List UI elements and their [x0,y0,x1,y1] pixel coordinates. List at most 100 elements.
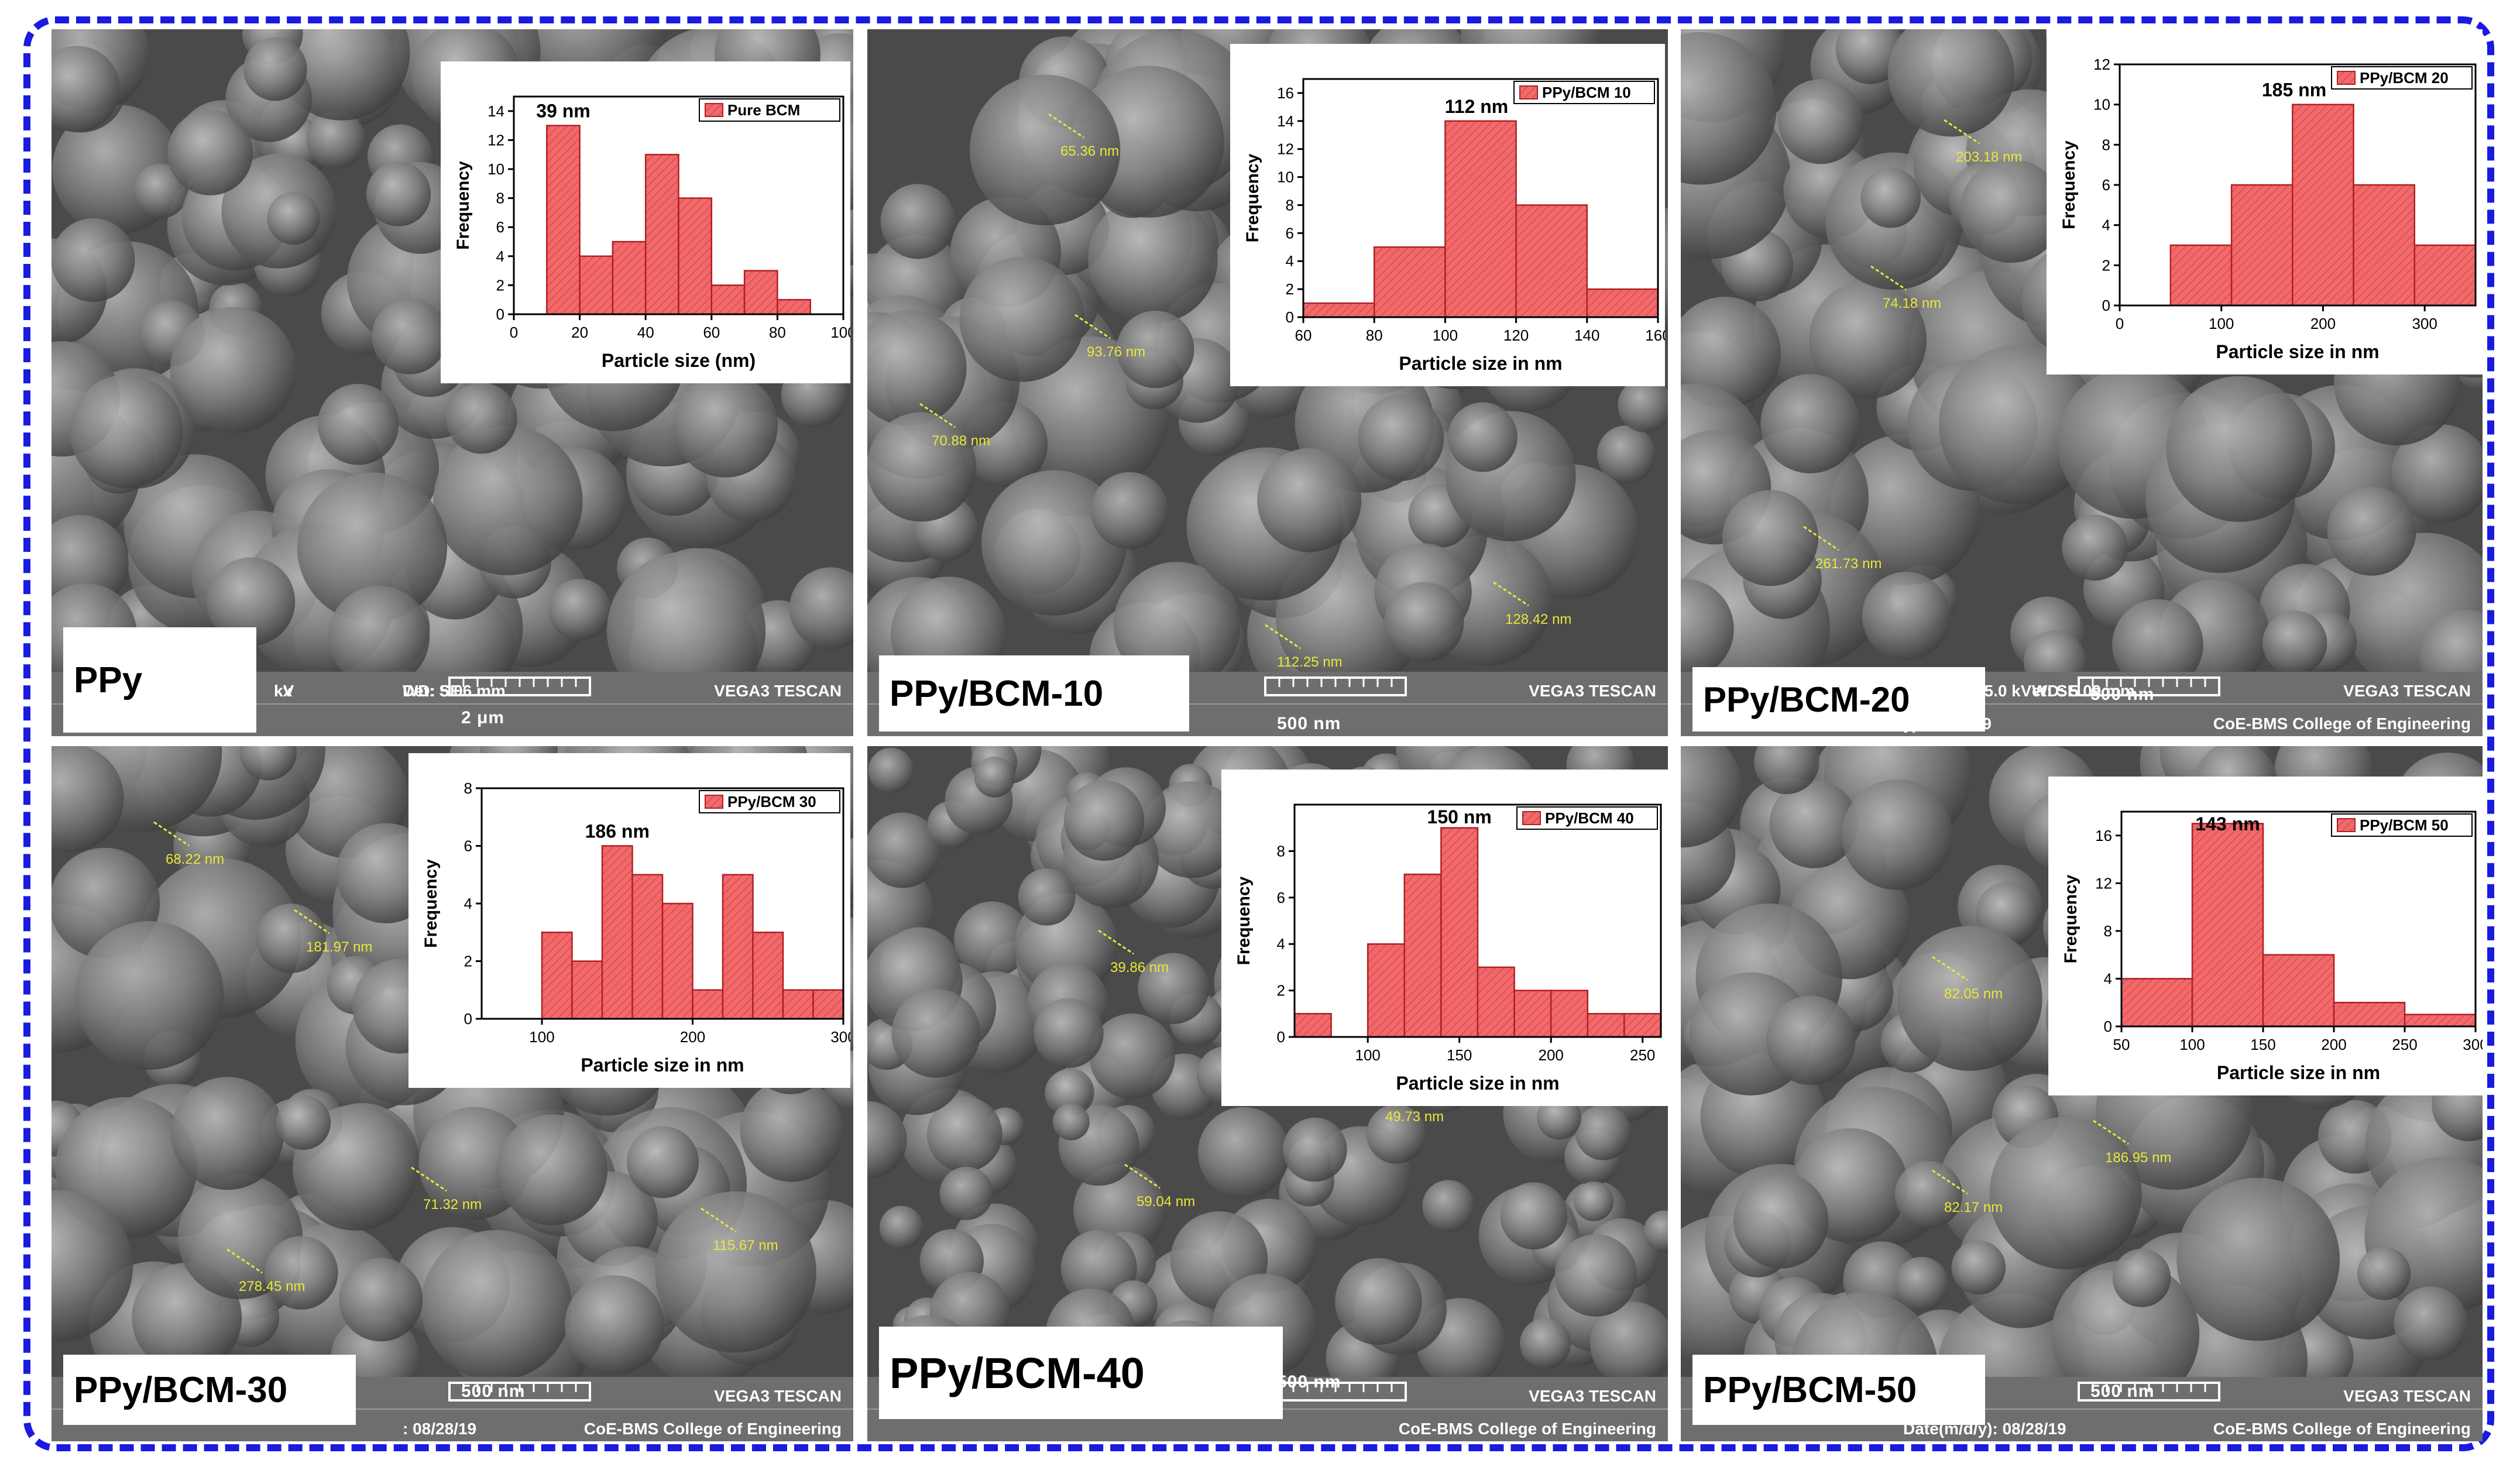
sample-label: PPy [63,627,256,733]
histogram-bar [546,125,581,314]
legend-label: PPy/BCM 20 [2360,69,2449,87]
measurement-marker [411,1166,447,1192]
histogram-bar [1515,204,1588,317]
legend-label: PPy/BCM 10 [1542,84,1631,101]
histogram-inset: 60 80 100 120 140 160 0 2 4 6 8 10 12 14 16 Particle si… [1230,44,1665,386]
histogram-inset: 0 100 200 300 0 2 4 6 8 10 12 Particle size in nm Fr… [2047,29,2483,375]
x-tick-label: 0 [2116,315,2124,332]
measurement-marker [1870,265,1907,291]
y-tick-label: 8 [1286,196,1294,214]
x-tick-label: 200 [2321,1036,2346,1053]
histogram-bar [2474,265,2476,305]
histogram-bar [2121,978,2193,1026]
plot-area-frame [1293,803,1662,1038]
x-tick-label: 250 [1630,1046,1655,1064]
x-axis-label: Particle size (nm) [602,350,756,371]
y-tick-label: 2 [1286,280,1294,298]
x-tick-label: 60 [1295,327,1312,344]
measurement-marker [294,909,330,935]
sem-info-text: VEGA3 TESCAN [2343,1387,2471,1405]
measurement-label: 278.45 nm [239,1279,305,1294]
measurement-label: 128.42 nm [1505,612,1572,627]
histogram-bar [1403,873,1442,1037]
y-tick-label: 4 [1286,252,1294,270]
histogram-chart: 50 100 150 200 250 300 0 4 8 12 16 Particle size in… [2061,810,2483,1083]
histogram-bar [2292,104,2354,305]
histogram-bar [678,197,713,314]
sem-info-text: Det: SE [403,682,461,700]
sem-info-text: VEGA3 TESCAN [1529,1387,1656,1405]
x-tick-label: 140 [1574,327,1599,344]
y-tick-label: 6 [2102,176,2110,194]
measurement-label: 70.88 nm [932,433,991,449]
sem-info-text: et: SE [2032,682,2078,700]
sample-label: PPy/BCM-10 [879,655,1189,731]
x-tick-label: 250 [2392,1036,2417,1053]
measurement-label: 186.95 nm [2105,1150,2172,1166]
x-tick-label: 100 [1355,1046,1381,1064]
measurement-label: 39.86 nm [1110,960,1169,975]
y-axis-label: Frequency [2061,874,2080,963]
histogram-bar [812,989,843,1019]
measurement-marker [919,403,956,428]
measurement-marker [1932,1169,1968,1195]
y-tick-label: 10 [1277,169,1294,186]
histogram-bar [1367,943,1406,1037]
mean-size-annotation: 185 nm [2262,80,2326,101]
x-tick-label: 20 [571,324,588,341]
y-axis-label: Frequency [1234,876,1254,965]
dashed-frame [23,16,2494,1451]
measurement-label: 181.97 nm [306,939,373,955]
legend-swatch [705,103,723,117]
x-tick-label: 100 [1433,327,1458,344]
histogram-bar [2333,1001,2406,1026]
x-tick-label: 0 [510,324,518,341]
y-tick-label: 2 [1277,982,1285,999]
legend: PPy/BCM 50 [2331,813,2473,837]
mean-size-annotation: 112 nm [1445,96,1509,117]
y-tick-label: 4 [496,248,504,265]
x-axis-label: Particle size in nm [2216,341,2379,362]
histogram-bar [2191,823,2264,1026]
histogram-inset: 0 20 40 60 80 100 0 2 4 6 8 10 12 14 Particle size (nm… [441,61,850,383]
x-tick-label: 50 [2113,1036,2130,1053]
sem-info-text: CoE-BMS College of Engineering [1399,1420,1656,1438]
histogram-bar [2262,954,2335,1026]
sample-label: PPy/BCM-30 [63,1355,356,1425]
sem-info-text: : 08/28/19 [403,1420,476,1438]
legend-swatch [1519,85,1538,99]
sem-info-text: CoE-BMS College of Engineering [584,1420,842,1438]
y-tick-label: 8 [1277,842,1285,860]
legend: PPy/BCM 10 [1513,81,1655,104]
histogram-bar [692,989,724,1019]
y-tick-label: 12 [2093,56,2110,73]
y-tick-label: 14 [1277,112,1294,130]
x-tick-label: 300 [2412,315,2437,332]
x-axis-label: Particle size in nm [581,1054,744,1076]
y-tick-label: 2 [2102,256,2110,274]
y-tick-label: 4 [1277,935,1285,953]
histogram-bar [1513,990,1552,1037]
sem-info-text: VEGA3 TESCAN [714,1387,842,1405]
y-tick-label: 0 [1277,1028,1285,1046]
x-tick-label: 100 [529,1028,554,1046]
y-tick-label: 0 [2104,1018,2112,1035]
y-tick-label: 6 [1277,889,1285,906]
y-tick-label: 12 [487,131,504,149]
histogram-bar [2353,184,2416,305]
histogram-bar [752,932,784,1019]
sem-panel-ppy: kV WD: 5.06 mm kx Det: SE VEGA3 TESCAN 2 μm … [52,29,853,736]
y-axis-label: Frequency [2059,140,2079,229]
y-tick-label: 6 [464,837,472,855]
x-tick-label: 60 [703,324,720,341]
x-tick-label: 150 [1447,1046,1472,1064]
y-tick-label: 12 [2095,874,2112,892]
sem-info-text: VEGA3 TESCAN [1529,682,1656,700]
measurement-marker [153,821,190,847]
plot-area-frame [1302,78,1659,318]
y-tick-label: 8 [464,779,472,797]
histogram-inset: 50 100 150 200 250 300 0 4 8 12 16 Particle size in… [2048,777,2483,1095]
measurement-label: 93.76 nm [1087,344,1146,360]
histogram-bar [782,989,814,1019]
x-axis-label: Particle size in nm [2217,1062,2380,1083]
